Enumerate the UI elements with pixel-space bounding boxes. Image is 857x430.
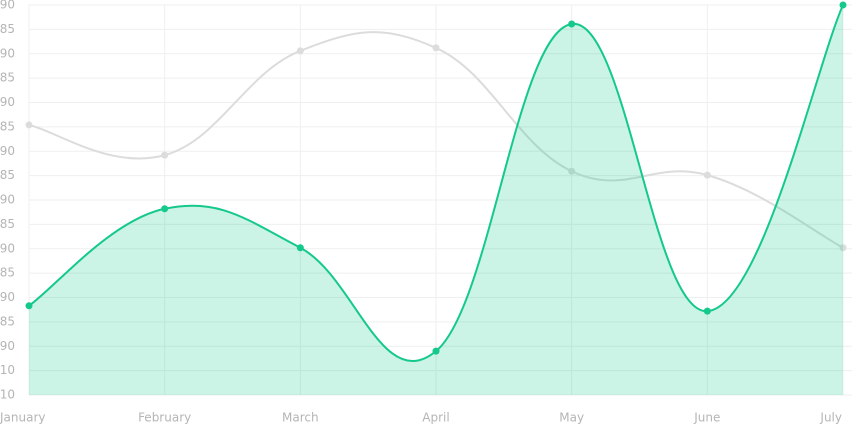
- point: [568, 167, 576, 175]
- point: [432, 44, 440, 52]
- x-tick-label: May: [559, 411, 584, 425]
- area: [29, 5, 843, 395]
- x-tick-label: March: [282, 411, 319, 425]
- y-tick-label: 85: [0, 22, 15, 36]
- y-tick-label: 90: [0, 95, 15, 109]
- y-tick-label: 90: [0, 46, 15, 60]
- x-tick-label: June: [693, 411, 720, 425]
- point: [703, 307, 711, 315]
- y-tick-label: 85: [0, 71, 15, 85]
- y-tick-label: 85: [0, 168, 15, 182]
- y-tick-label: 90: [0, 0, 15, 12]
- point: [296, 47, 304, 55]
- point: [839, 244, 847, 252]
- point: [703, 171, 711, 179]
- point: [432, 347, 440, 355]
- y-tick-label: 85: [0, 119, 15, 133]
- point: [568, 20, 576, 28]
- point: [296, 244, 304, 252]
- y-tick-label: 90: [0, 241, 15, 255]
- x-tick-label: January: [0, 411, 46, 425]
- point: [839, 1, 847, 9]
- y-tick-label: 90: [0, 144, 15, 158]
- x-tick-label: February: [138, 411, 191, 425]
- y-tick-label: 10: [0, 363, 15, 377]
- y-tick-label: 85: [0, 314, 15, 328]
- x-tick-label: July: [819, 411, 842, 425]
- point: [161, 151, 169, 159]
- y-tick-label: 85: [0, 266, 15, 280]
- y-tick-label: 10: [0, 388, 15, 402]
- y-tick-label: 90: [0, 339, 15, 353]
- point: [25, 302, 33, 310]
- line: [28, 4, 844, 362]
- point: [161, 205, 169, 213]
- y-tick-label: 90: [0, 290, 15, 304]
- y-tick-label: 90: [0, 193, 15, 207]
- y-tick-label: 85: [0, 217, 15, 231]
- x-tick-label: April: [422, 411, 449, 425]
- point: [25, 121, 33, 129]
